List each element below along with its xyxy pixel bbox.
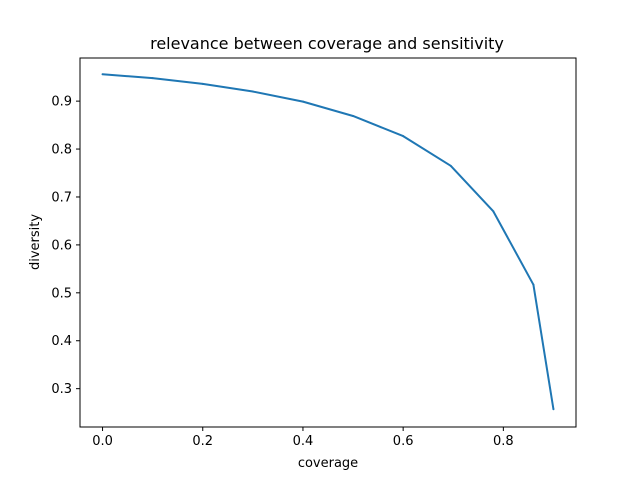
data-point: [301, 100, 304, 103]
x-tick-label: 0.4: [293, 434, 314, 449]
x-tick-label: 0.0: [92, 434, 113, 449]
data-point: [201, 82, 204, 85]
y-tick-label: 0.7: [51, 190, 72, 205]
data-point: [449, 164, 452, 167]
y-axis: 0.3 0.4 0.5 0.6 0.7 0.8 0.9: [51, 95, 80, 397]
data-point: [492, 210, 495, 213]
data-point: [251, 90, 254, 93]
x-axis: 0.0 0.2 0.4 0.6 0.8: [92, 427, 514, 449]
x-tick-label: 0.8: [493, 434, 514, 449]
series-layer: [101, 73, 555, 411]
data-point: [552, 408, 555, 411]
x-tick-label: 0.2: [192, 434, 213, 449]
y-tick-label: 0.8: [51, 143, 72, 158]
x-axis-label: coverage: [298, 456, 358, 471]
data-point: [402, 135, 405, 138]
series-line: [102, 73, 555, 410]
x-tick-label: 0.6: [393, 434, 414, 449]
data-point: [101, 73, 104, 76]
data-point: [151, 77, 154, 80]
chart-title: relevance between coverage and sensitivi…: [150, 34, 504, 53]
plot-area-frame: [79, 57, 577, 428]
y-tick-label: 0.3: [51, 382, 72, 397]
y-tick-label: 0.9: [51, 95, 72, 110]
y-tick-label: 0.4: [51, 334, 72, 349]
data-point: [352, 114, 355, 117]
y-tick-label: 0.6: [51, 238, 72, 253]
data-point: [532, 283, 535, 286]
y-axis-label: diversity: [28, 214, 43, 270]
y-tick-label: 0.5: [51, 286, 72, 301]
